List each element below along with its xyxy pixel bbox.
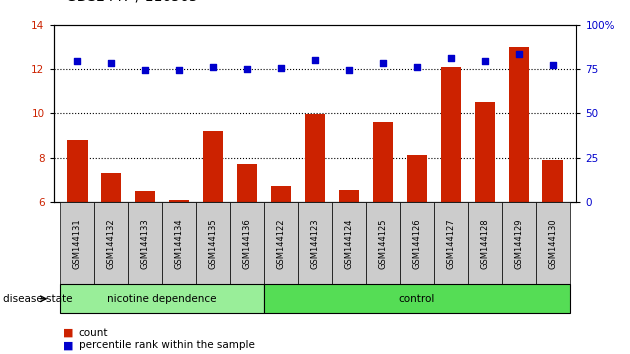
Bar <box>196 202 230 285</box>
Point <box>276 65 286 71</box>
Bar <box>468 202 501 285</box>
Point <box>140 67 151 73</box>
Text: count: count <box>79 328 108 338</box>
Bar <box>332 202 366 285</box>
Bar <box>101 173 122 202</box>
Point <box>479 58 490 64</box>
Bar <box>60 202 94 285</box>
Point <box>310 57 320 63</box>
Text: nicotine dependence: nicotine dependence <box>108 294 217 304</box>
Text: GDS2447 / 116563: GDS2447 / 116563 <box>66 0 198 4</box>
Text: GSM144128: GSM144128 <box>480 218 490 269</box>
Bar <box>298 202 332 285</box>
Text: GSM144131: GSM144131 <box>73 218 82 269</box>
Bar <box>162 202 196 285</box>
Bar <box>373 122 393 202</box>
Text: GSM144127: GSM144127 <box>446 218 455 269</box>
Text: GSM144124: GSM144124 <box>345 218 353 269</box>
Point <box>208 64 218 70</box>
Bar <box>129 202 162 285</box>
Point <box>513 51 524 56</box>
Text: GSM144136: GSM144136 <box>243 218 251 269</box>
Text: GSM144125: GSM144125 <box>379 218 387 269</box>
Point <box>547 62 558 68</box>
Bar <box>67 140 88 202</box>
Bar <box>501 202 536 285</box>
Bar <box>339 190 359 202</box>
Bar <box>135 191 156 202</box>
Text: GSM144122: GSM144122 <box>277 218 285 269</box>
Bar <box>60 284 264 313</box>
Text: GSM144123: GSM144123 <box>311 218 319 269</box>
Bar <box>542 160 563 202</box>
Bar <box>271 186 291 202</box>
Text: control: control <box>399 294 435 304</box>
Text: GSM144133: GSM144133 <box>140 218 150 269</box>
Bar <box>434 202 468 285</box>
Bar <box>264 284 570 313</box>
Bar <box>407 155 427 202</box>
Point <box>174 67 184 73</box>
Bar <box>203 131 223 202</box>
Bar <box>474 102 495 202</box>
Text: GSM144130: GSM144130 <box>548 218 557 269</box>
Text: ■: ■ <box>63 340 74 350</box>
Bar <box>366 202 400 285</box>
Bar <box>440 67 461 202</box>
Bar <box>169 200 190 202</box>
Bar <box>508 47 529 202</box>
Text: GSM144132: GSM144132 <box>106 218 116 269</box>
Text: ■: ■ <box>63 328 74 338</box>
Bar <box>237 164 257 202</box>
Bar <box>305 114 325 202</box>
Point <box>344 67 354 73</box>
Point <box>446 55 456 61</box>
Text: GSM144134: GSM144134 <box>175 218 184 269</box>
Bar <box>264 202 298 285</box>
Bar <box>400 202 434 285</box>
Text: disease state: disease state <box>3 294 72 304</box>
Point <box>412 64 422 70</box>
Text: percentile rank within the sample: percentile rank within the sample <box>79 340 255 350</box>
Point <box>378 61 388 66</box>
Text: GSM144126: GSM144126 <box>413 218 421 269</box>
Text: GSM144129: GSM144129 <box>514 218 524 269</box>
Bar <box>536 202 570 285</box>
Text: GSM144135: GSM144135 <box>209 218 217 269</box>
Point <box>106 61 117 66</box>
Point <box>72 58 83 64</box>
Point <box>242 66 252 72</box>
Bar <box>94 202 129 285</box>
Bar <box>230 202 264 285</box>
